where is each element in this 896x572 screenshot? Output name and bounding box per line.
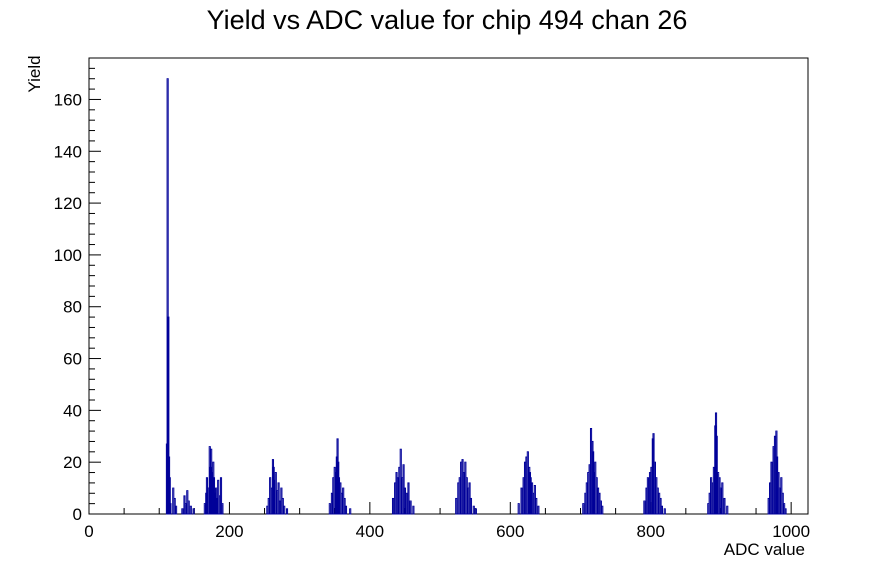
histogram-bin — [535, 497, 538, 515]
x-tick-label: 600 — [496, 522, 524, 541]
y-axis: 0 20 40 60 80 100 120 140 160 — [54, 57, 101, 524]
histogram-bin — [770, 461, 773, 515]
x-tick-label: 800 — [637, 522, 665, 541]
histogram-bin — [660, 505, 664, 515]
histogram-bin — [409, 500, 412, 515]
histogram-bin — [663, 508, 666, 515]
histogram-bin — [412, 505, 415, 515]
histogram-bin — [221, 503, 224, 515]
y-tick-label: 40 — [63, 401, 82, 420]
histogram-series — [165, 78, 787, 515]
histogram-bin — [517, 503, 520, 515]
y-tick-label: 160 — [54, 90, 82, 109]
chart-title: Yield vs ADC value for chip 494 chan 26 — [207, 5, 688, 35]
histogram-bin — [643, 500, 646, 515]
histogram-bin — [537, 505, 540, 515]
histogram-bin — [285, 508, 289, 515]
histogram-bin — [192, 508, 195, 515]
histogram-bin — [723, 497, 726, 515]
y-tick-label: 20 — [63, 453, 82, 472]
histogram-bin — [726, 505, 729, 515]
histogram-bin — [328, 503, 331, 515]
histogram-bin — [175, 505, 178, 515]
histogram-bin — [187, 500, 190, 515]
histogram-bin — [474, 508, 477, 515]
y-tick-label: 140 — [54, 142, 82, 161]
histogram-bin — [219, 477, 223, 515]
y-tick-label: 100 — [54, 246, 82, 265]
histogram-bin — [344, 505, 348, 515]
histogram-bin — [582, 503, 585, 515]
plot-frame — [88, 57, 809, 515]
histogram-bin — [601, 505, 604, 515]
histogram-bin — [469, 497, 473, 515]
histogram-bin — [520, 487, 523, 515]
x-axis-label: ADC value — [724, 540, 805, 559]
x-tick-label: 1000 — [772, 522, 810, 541]
histogram-bin — [784, 508, 787, 515]
y-axis-label: Yield — [25, 55, 44, 92]
histogram-bin — [349, 508, 352, 515]
x-tick-label: 0 — [84, 522, 93, 541]
histogram-bin — [391, 497, 395, 515]
histogram-bin — [277, 482, 280, 515]
histogram-bin — [407, 482, 410, 515]
histogram-bin — [721, 482, 724, 515]
histogram-bin — [405, 492, 408, 515]
histogram-bin — [646, 477, 649, 515]
y-tick-label: 60 — [63, 350, 82, 369]
histogram-bin — [181, 508, 184, 515]
histogram-bin — [189, 505, 192, 515]
x-tick-label: 200 — [215, 522, 243, 541]
y-tick-label: 120 — [54, 194, 82, 213]
y-tick-label: 80 — [63, 298, 82, 317]
histogram-bin — [472, 505, 475, 515]
x-axis: 0 200 400 600 800 1000 — [84, 502, 810, 541]
histogram-bin — [169, 503, 172, 515]
histogram-bin — [455, 497, 458, 515]
y-tick-label: 0 — [73, 505, 82, 524]
x-tick-label: 400 — [356, 522, 384, 541]
histogram-bin — [283, 505, 286, 515]
